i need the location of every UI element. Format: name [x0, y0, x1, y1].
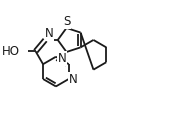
- Text: N: N: [58, 52, 66, 65]
- Text: N: N: [69, 72, 78, 86]
- Text: HO: HO: [2, 45, 20, 58]
- Text: N: N: [45, 27, 54, 40]
- Text: S: S: [63, 15, 70, 28]
